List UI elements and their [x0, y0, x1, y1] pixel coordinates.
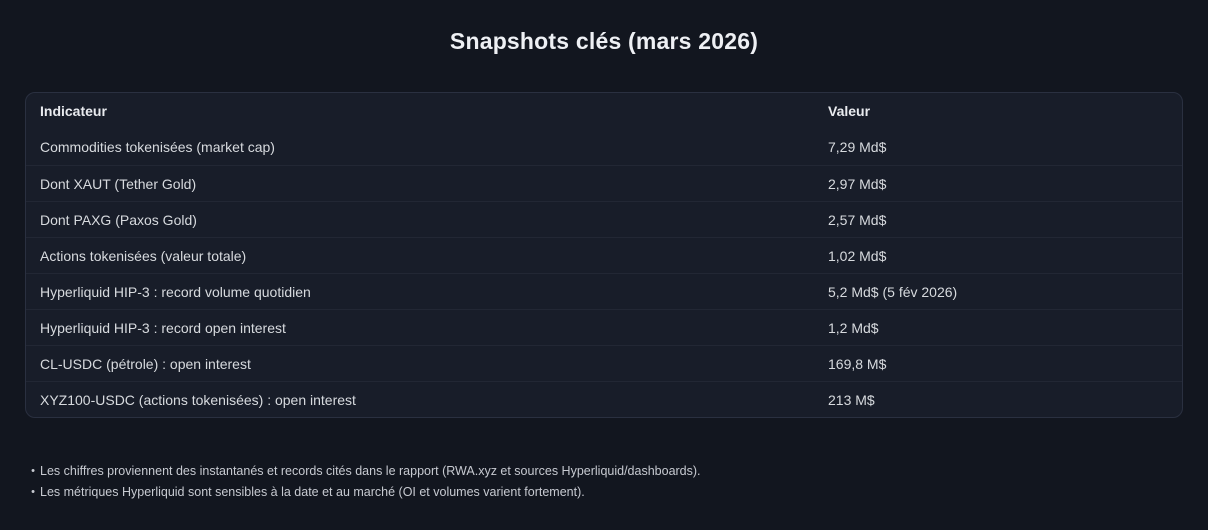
table-row: Hyperliquid HIP-3 : record open interest… [26, 309, 1182, 345]
value-cell: 2,97 Md$ [828, 175, 887, 192]
indicator-cell: Commodities tokenisées (market cap) [40, 139, 275, 155]
value-cell: 5,2 Md$ (5 fév 2026) [828, 283, 958, 300]
notes-list: • Les chiffres proviennent des instantané… [26, 461, 1183, 503]
value-cell: 2,57 Md$ [828, 211, 887, 228]
value-cell: 169,8 M$ [828, 355, 887, 372]
table-row: Actions tokenisées (valeur totale) 1,02 M… [26, 237, 1182, 273]
note-item: • Les métriques Hyperliquid sont sensible… [26, 482, 1183, 503]
indicator-cell: CL-USDC (pétrole) : open interest [40, 355, 251, 372]
table-row: Dont XAUT (Tether Gold) 2,97 Md$ [26, 165, 1182, 201]
table-body: Commodities tokenisées (market cap) 7,29 … [26, 129, 1182, 417]
table-row: Dont PAXG (Paxos Gold) 2,57 Md$ [26, 201, 1182, 237]
value-cell: 1,02 Md$ [828, 247, 887, 264]
table-row: CL-USDC (pétrole) : open interest 169,8 M… [26, 345, 1182, 381]
value-cell: 1,2 Md$ [828, 319, 879, 336]
table-header-row: Indicateur Valeur [26, 93, 1182, 129]
column-header-indicateur: Indicateur [40, 103, 107, 119]
indicator-cell: Dont PAXG (Paxos Gold) [40, 211, 197, 228]
page-title: Snapshots clés (mars 2026) [449, 28, 759, 54]
table-row: Hyperliquid HIP-3 : record volume quotid… [26, 273, 1182, 309]
column-header-valeur: Valeur [828, 103, 871, 119]
indicator-cell: XYZ100-USDC (actions tokenisées) : open … [40, 391, 356, 408]
snapshots-table: Indicateur Valeur Commodities tokenisées… [25, 92, 1183, 418]
indicator-cell: Actions tokenisées (valeur totale) [40, 247, 247, 264]
value-cell: 7,29 Md$ [828, 139, 887, 155]
indicator-cell: Dont XAUT (Tether Gold) [40, 175, 197, 192]
bullet-icon: • [31, 465, 35, 477]
value-cell: 213 M$ [828, 391, 875, 408]
bullet-icon: • [31, 486, 35, 498]
note-item: • Les chiffres proviennent des instantané… [26, 461, 1183, 482]
table-row: Commodities tokenisées (market cap) 7,29 … [26, 129, 1182, 165]
note-text: Les métriques Hyperliquid sont sensibles… [40, 485, 585, 499]
note-text: Les chiffres proviennent des instantanés… [40, 464, 701, 478]
table-row: XYZ100-USDC (actions tokenisées) : open … [26, 381, 1182, 417]
indicator-cell: Hyperliquid HIP-3 : record volume quotid… [40, 283, 311, 300]
indicator-cell: Hyperliquid HIP-3 : record open interest [40, 319, 286, 336]
